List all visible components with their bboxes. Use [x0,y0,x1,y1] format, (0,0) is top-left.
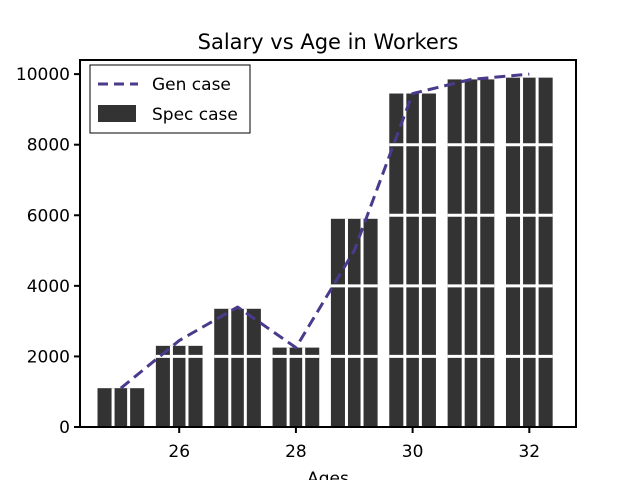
bar [505,77,553,428]
line-layer [119,72,530,390]
plot-frame [79,59,577,428]
ticks-layer: 26 28 30 32 0 2000 4000 6000 8000 10000 [16,65,540,462]
legend-label-spec-case: Spec case [152,105,238,125]
axes-layer [79,59,577,428]
y-tick-label: 2000 [27,347,70,367]
bar [447,79,495,427]
chart-title: Salary vs Age in Workers [198,30,459,54]
x-tick-label: 32 [518,442,540,462]
y-tick-label: 6000 [27,206,70,226]
x-tick-label: 28 [285,442,307,462]
bar [214,308,261,427]
bars-layer [97,77,553,428]
legend-label-gen-case: Gen case [152,75,231,95]
y-tick-label: 0 [59,418,70,438]
legend-bar-swatch [98,105,136,122]
bar [155,345,203,427]
bar [389,93,436,427]
y-tick-label: 8000 [27,136,70,156]
legend: Gen case Spec case [89,64,251,134]
y-tick-label: 4000 [27,277,70,297]
x-axis-label: Ages [307,469,349,480]
x-tick-label: 30 [402,442,424,462]
bar [330,218,378,427]
bar [97,388,145,427]
bar [272,347,320,427]
gen-case-line [119,72,530,390]
y-tick-label: 10000 [16,65,70,85]
x-tick-label: 26 [168,442,190,462]
